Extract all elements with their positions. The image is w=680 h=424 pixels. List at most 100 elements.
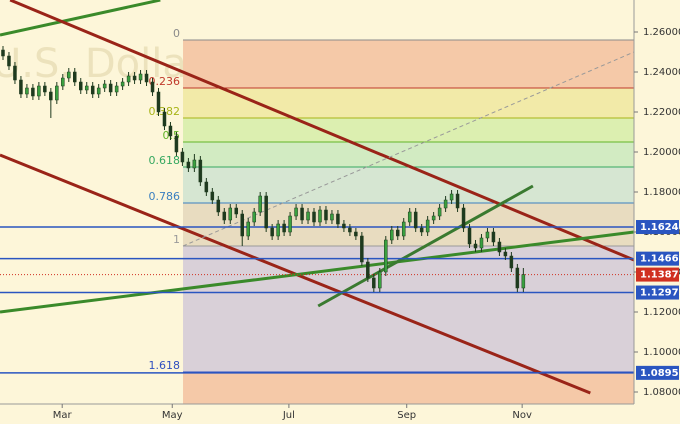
candle-body — [324, 209, 328, 221]
price-box-label: 1.08957 — [640, 368, 680, 379]
price-box — [636, 285, 679, 300]
price-box-label: 1.12973 — [640, 288, 680, 299]
candle-body — [336, 213, 340, 225]
candle-body — [13, 65, 17, 81]
candle-body — [354, 231, 358, 237]
candle-body — [390, 229, 394, 241]
candle-body — [264, 195, 268, 229]
candle-body — [90, 85, 95, 95]
candle-body — [108, 83, 113, 93]
candle-body — [455, 193, 460, 209]
y-tick-label: 1.26000 — [643, 27, 680, 38]
candle-body — [407, 211, 412, 223]
candle-body — [348, 227, 352, 233]
candle-body — [521, 274, 526, 289]
candle-body — [126, 75, 131, 83]
candle-body — [252, 211, 256, 223]
y-tick-label: 1.10000 — [643, 347, 680, 358]
candle-body — [294, 207, 298, 217]
candle-body — [43, 85, 47, 93]
candle-body — [372, 277, 376, 289]
fib-label: 0.786 — [149, 190, 181, 203]
candle-body — [401, 221, 406, 237]
candle-body — [395, 229, 400, 237]
price-box-label: 1.14668 — [640, 254, 680, 265]
candle-body — [366, 261, 370, 279]
y-tick-label: 1.20000 — [643, 147, 680, 158]
candle-body — [431, 215, 436, 221]
candle-body — [491, 231, 496, 243]
candle-body — [73, 71, 77, 83]
candle-body — [384, 239, 388, 273]
candle-body — [419, 227, 424, 233]
y-tick-label: 1.12000 — [643, 307, 680, 318]
candle-body — [55, 85, 59, 101]
candle-body — [443, 199, 448, 209]
candle-body — [114, 85, 119, 93]
watermark: U.S. Dollar — [0, 41, 204, 87]
fib-band — [183, 372, 634, 404]
candle-body — [312, 211, 316, 223]
candle-body — [1, 49, 5, 57]
candle-body — [479, 237, 484, 249]
candle-body — [449, 193, 454, 201]
candle-body — [37, 85, 41, 97]
y-tick-label: 1.08000 — [643, 387, 680, 398]
x-tick-label: Sep — [397, 410, 416, 421]
candle-body — [467, 227, 472, 245]
candle-body — [300, 207, 304, 221]
candle-body — [19, 79, 23, 95]
trend-line — [0, 0, 161, 37]
x-tick-label: Jul — [282, 410, 295, 421]
price-box — [636, 365, 679, 380]
candle-body — [222, 211, 227, 221]
fib-label: 0.618 — [149, 154, 181, 167]
candle-body — [497, 241, 502, 253]
trend-line — [0, 230, 635, 314]
price-box — [636, 220, 679, 235]
candle-body — [192, 159, 197, 169]
price-box — [636, 251, 679, 266]
fib-label: 0.236 — [149, 75, 181, 88]
fib-label: 1 — [173, 233, 180, 246]
candle-body — [25, 87, 29, 95]
candle-body — [180, 151, 185, 163]
candle-body — [150, 81, 155, 93]
candle-body — [240, 213, 244, 237]
candle-body — [162, 111, 167, 127]
candle-body — [276, 223, 280, 237]
candle-body — [31, 87, 35, 97]
candle-body — [96, 87, 101, 95]
fib-label: 0 — [173, 27, 180, 40]
candle-body — [168, 125, 173, 137]
candle-body — [49, 91, 53, 101]
candle-body — [503, 251, 508, 257]
candle-body — [198, 159, 203, 183]
candle-body — [84, 85, 89, 91]
candle-body — [425, 219, 430, 233]
y-tick-label: 1.24000 — [643, 67, 680, 78]
candle-body — [246, 221, 250, 237]
y-tick-label: 1.22000 — [643, 107, 680, 118]
candle-body — [132, 75, 137, 81]
candle-body — [144, 73, 149, 83]
candle-body — [270, 227, 274, 237]
candle-body — [509, 255, 514, 269]
candle-body — [360, 235, 364, 263]
trend-line — [9, 0, 635, 262]
candle-body — [216, 199, 221, 213]
candle-body — [330, 213, 334, 221]
candle-body — [156, 91, 161, 113]
candle-body — [258, 195, 262, 213]
candle-body — [282, 223, 286, 233]
candle-body — [78, 81, 83, 91]
fib-band — [183, 246, 634, 372]
fib-band — [183, 167, 634, 203]
candle-body — [138, 73, 143, 81]
candle-body — [210, 191, 215, 201]
candle-body — [342, 223, 346, 229]
fib-band — [183, 40, 634, 88]
candle-body — [204, 181, 209, 193]
fib-band — [183, 88, 634, 118]
